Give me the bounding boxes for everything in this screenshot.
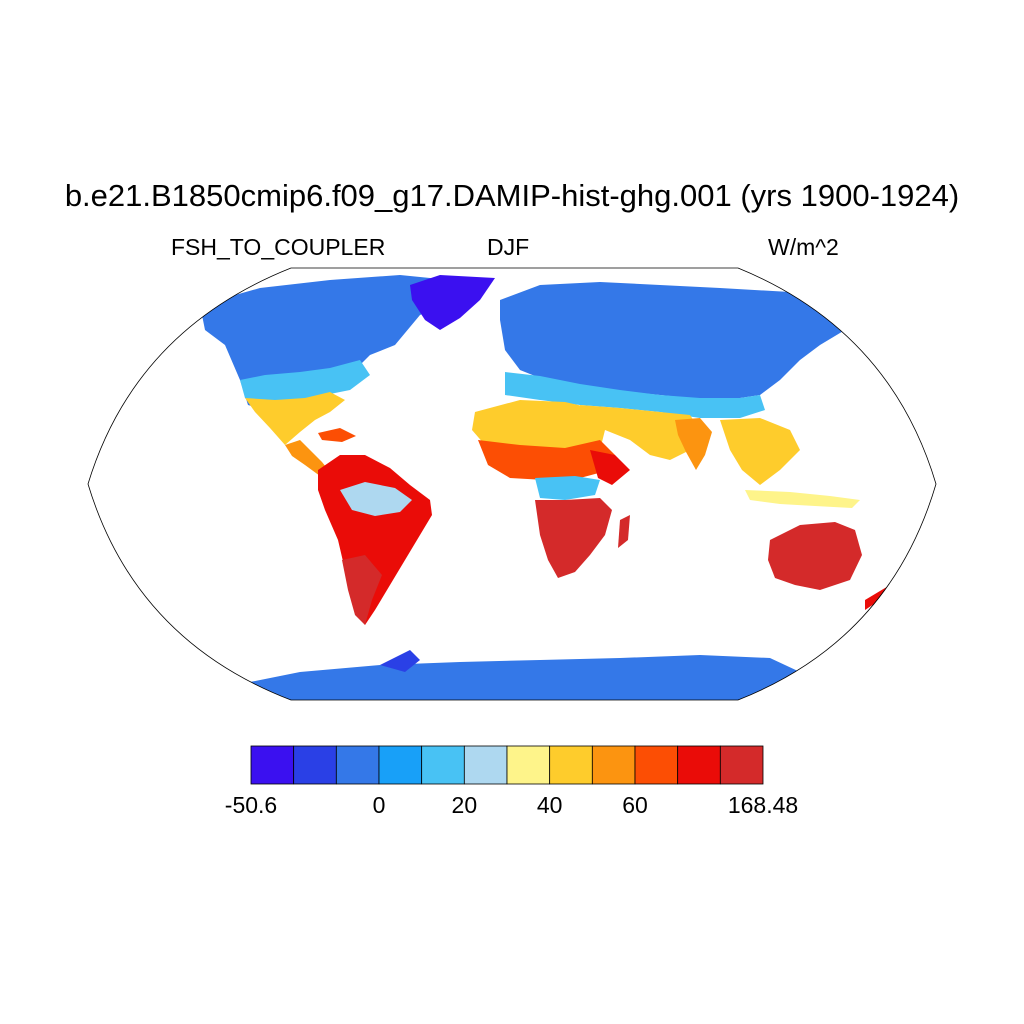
madagascar: [618, 515, 630, 548]
colorbar-box-3: [378, 745, 423, 785]
africa-north: [472, 400, 605, 455]
colorbar-box-1: [293, 745, 337, 785]
india: [675, 418, 712, 470]
africa-central: [535, 476, 600, 500]
africa-south: [535, 498, 612, 578]
colorbar-box-11: [719, 745, 764, 785]
units-label: W/m^2: [768, 234, 839, 260]
colorbar-box-0: [250, 745, 295, 785]
colorbar-box-7: [549, 745, 593, 785]
land-fields: [200, 275, 900, 700]
new-zealand: [865, 580, 900, 610]
colorbar-tick-label: 0: [372, 792, 386, 818]
map-title: b.e21.B1850cmip6.f09_g17.DAMIP-hist-ghg.…: [64, 178, 960, 213]
south-america-north: [318, 455, 432, 625]
greenland-land: [410, 275, 495, 330]
australia: [768, 522, 862, 590]
colorbar-box-2: [335, 745, 380, 785]
horn-of-africa: [590, 450, 630, 485]
indonesia: [745, 490, 860, 508]
amazon-basin: [340, 482, 412, 516]
season-label: DJF: [487, 234, 530, 260]
colorbar-tick-label: 168.48: [727, 792, 799, 818]
africa-sahel: [478, 440, 615, 480]
colorbar-tick-label: 20: [451, 792, 478, 818]
colorbar-box-10: [677, 745, 721, 785]
southeast-asia: [720, 418, 800, 485]
colorbar-tick-label: 40: [536, 792, 563, 818]
colorbar-box-9: [634, 745, 679, 785]
antarctica: [235, 655, 800, 700]
caribbean: [318, 428, 356, 442]
antarctica-peninsula: [380, 650, 420, 672]
eurasia-mid: [505, 372, 765, 418]
colorbar-box-6: [506, 745, 551, 785]
central-america: [285, 440, 330, 476]
middle-east: [580, 405, 700, 460]
south-america-south: [342, 555, 382, 625]
colorbar-box-5: [463, 745, 508, 785]
colorbar: [250, 745, 764, 785]
variable-name: FSH_TO_COUPLER: [171, 234, 386, 260]
colorbar-tick-label: 60: [622, 792, 648, 818]
colorbar-tick-label: -50.6: [224, 792, 278, 818]
eurasia-north: [500, 282, 845, 400]
globe-outline: [87, 267, 937, 701]
colorbar-box-8: [591, 745, 636, 785]
north-america-mid: [240, 360, 370, 405]
north-america-south: [245, 392, 345, 445]
colorbar-box-4: [421, 745, 465, 785]
